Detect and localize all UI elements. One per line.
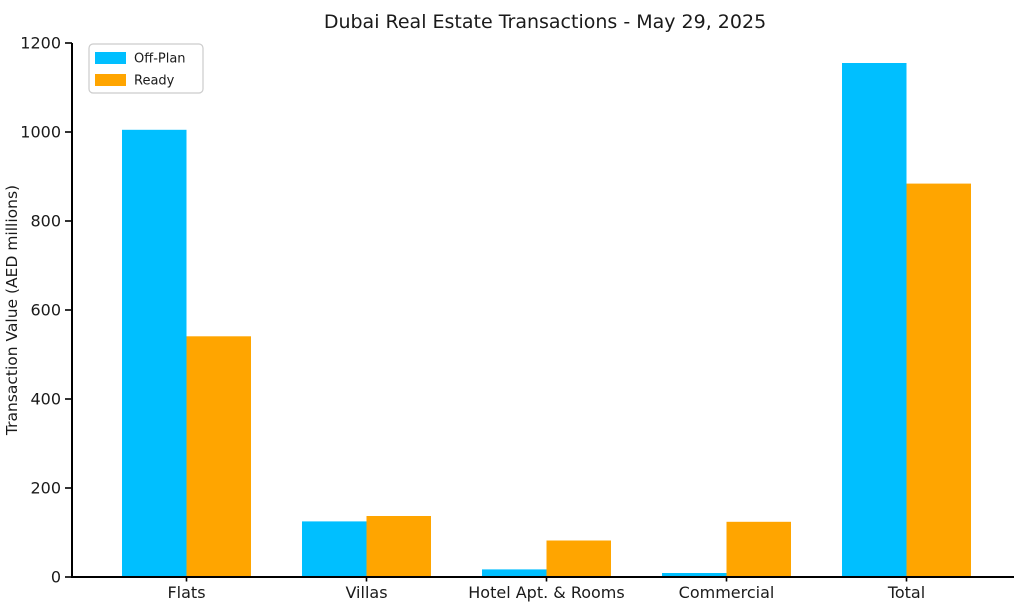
legend: Off-Plan Ready — [88, 43, 204, 94]
legend-swatch-off-plan — [95, 52, 126, 64]
x-axis: Flats Villas Hotel Apt. & Rooms Commercial T… — [167, 577, 925, 602]
bar-ready-total — [906, 183, 971, 577]
y-axis: 0 200 400 600 800 1000 1200 — [20, 33, 72, 586]
y-tick-label-0: 0 — [51, 567, 61, 586]
bar-off-plan-commercial — [662, 573, 727, 577]
chart-title: Dubai Real Estate Transactions - May 29,… — [324, 11, 766, 33]
y-tick-label-1000: 1000 — [20, 122, 61, 141]
bars-layer — [122, 63, 971, 578]
x-tick-label-flats: Flats — [167, 583, 205, 602]
bar-ready-hotel-apt-rooms — [546, 540, 611, 577]
bar-ready-commercial — [726, 521, 791, 577]
bar-ready-flats — [186, 336, 251, 577]
x-tick-label-hotel-apt-rooms: Hotel Apt. & Rooms — [468, 583, 624, 602]
y-tick-label-600: 600 — [30, 300, 61, 319]
x-tick-label-villas: Villas — [345, 583, 387, 602]
bar-off-plan-total — [842, 63, 907, 577]
y-tick-label-1200: 1200 — [20, 33, 61, 52]
y-tick-label-200: 200 — [30, 478, 61, 497]
bar-off-plan-villas — [302, 521, 367, 577]
bar-off-plan-hotel-apt-rooms — [482, 569, 547, 577]
legend-label-off-plan: Off-Plan — [134, 51, 186, 66]
y-tick-label-800: 800 — [30, 211, 61, 230]
bar-off-plan-flats — [122, 129, 187, 578]
bar-ready-villas — [366, 516, 431, 577]
x-tick-label-total: Total — [887, 583, 925, 602]
legend-label-ready: Ready — [134, 73, 175, 88]
x-tick-label-commercial: Commercial — [679, 583, 775, 602]
legend-swatch-ready — [95, 74, 126, 86]
y-tick-label-400: 400 — [30, 389, 61, 408]
y-axis-label: Transaction Value (AED millions) — [3, 185, 21, 436]
